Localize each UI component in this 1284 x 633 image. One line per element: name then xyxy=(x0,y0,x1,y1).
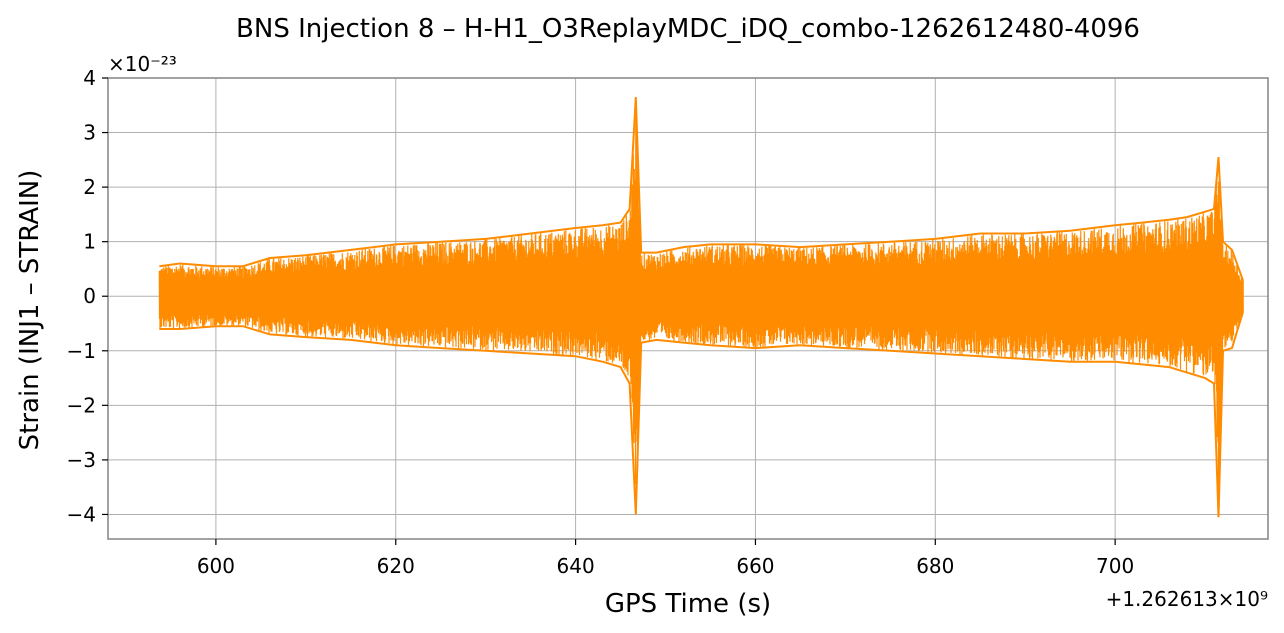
x-tick-label: 660 xyxy=(736,554,774,578)
strain-envelope xyxy=(159,97,1244,518)
y-axis-label: Strain (INJ1 – STRAIN) xyxy=(15,170,45,451)
x-tick-label: 680 xyxy=(916,554,954,578)
y-tick-label: −2 xyxy=(67,393,96,417)
x-tick-label: 700 xyxy=(1096,554,1134,578)
x-tick-label: 600 xyxy=(197,554,235,578)
y-tick-label: 0 xyxy=(83,284,96,308)
y-tick-label: −4 xyxy=(67,502,96,526)
x-tick-label: 620 xyxy=(377,554,415,578)
axes-frame xyxy=(107,77,1269,540)
y-tick-label: −3 xyxy=(67,448,96,472)
x-offset-label: +1.262613×10⁹ xyxy=(1106,587,1268,611)
y-tick-label: 1 xyxy=(83,230,96,254)
chart-title: BNS Injection 8 – H-H1_O3ReplayMDC_iDQ_c… xyxy=(236,14,1140,44)
tick-layer: 600 620 640 660 680 700 −4 −3 −2 −1 0 1 2 3 4 xyxy=(67,66,1135,578)
x-tick-label: 640 xyxy=(557,554,595,578)
y-tick-label: 4 xyxy=(83,66,96,90)
strain-series-line xyxy=(158,99,1244,508)
y-tick-label: 3 xyxy=(83,121,96,145)
x-axis-label: GPS Time (s) xyxy=(605,589,771,619)
y-tick-label: 2 xyxy=(83,175,96,199)
plot-layer xyxy=(158,97,1244,518)
y-tick-label: −1 xyxy=(67,339,96,363)
y-scale-factor-label: ×10⁻²³ xyxy=(108,52,177,76)
